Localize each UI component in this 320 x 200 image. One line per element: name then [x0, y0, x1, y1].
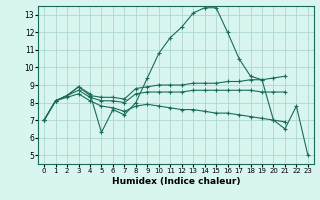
X-axis label: Humidex (Indice chaleur): Humidex (Indice chaleur) [112, 177, 240, 186]
